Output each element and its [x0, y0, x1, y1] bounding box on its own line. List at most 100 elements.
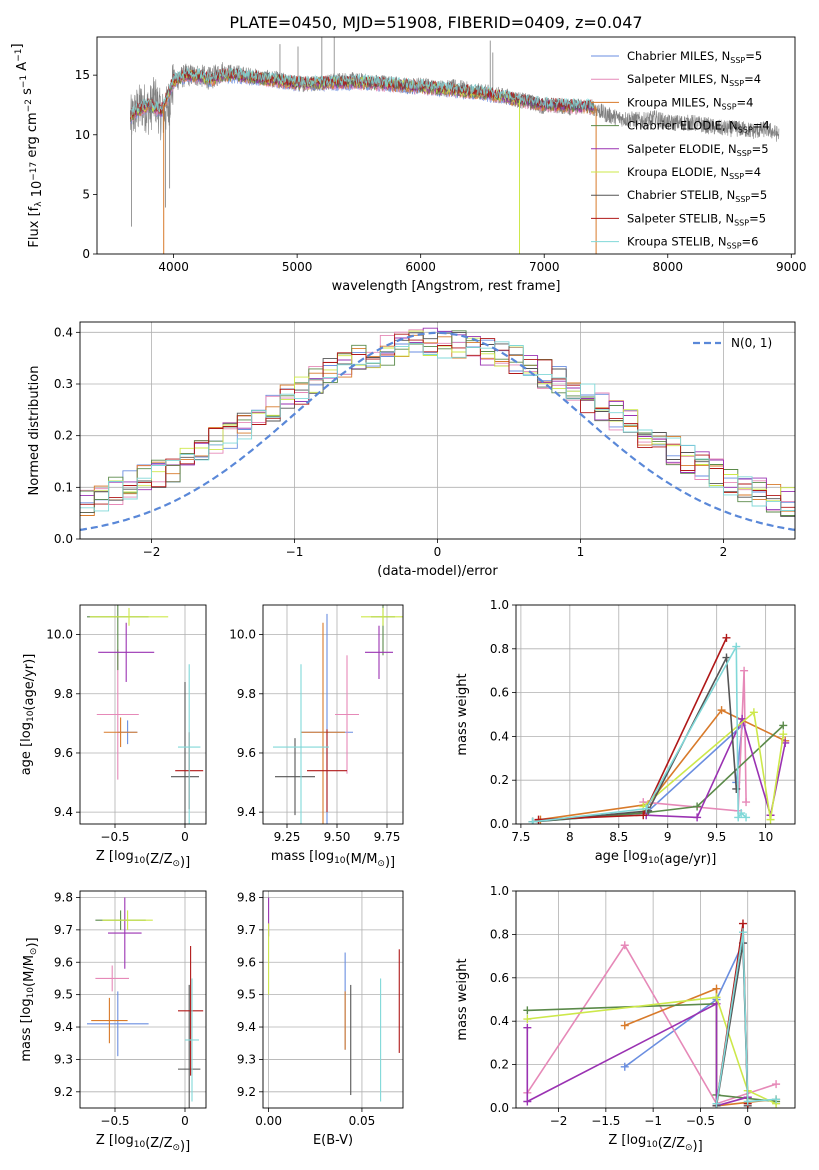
errorbar-point	[102, 910, 153, 930]
weight-marker	[766, 815, 775, 824]
y-tick-label: 0.6	[490, 971, 509, 985]
residual-histogram	[80, 332, 795, 517]
weight-marker	[693, 802, 702, 811]
x-tick-label: −2	[550, 1114, 568, 1128]
weight-marker	[620, 941, 629, 950]
errorbar-point	[171, 681, 199, 824]
weight-line	[526, 1002, 748, 1107]
errorbar-point	[108, 897, 142, 969]
x-tick-label: −0.5	[686, 1114, 715, 1128]
weight-series	[639, 708, 788, 824]
axis-label: mass weight	[455, 958, 470, 1040]
axis-label: mass weight	[455, 673, 470, 755]
weight-marker	[712, 984, 721, 993]
weight-marker	[749, 708, 758, 717]
y-tick-label: 0.4	[490, 1014, 509, 1028]
legend-entry: Salpeter ELODIE, NSSP=5	[627, 142, 769, 158]
axes-frame	[79, 890, 207, 1109]
x-tick-label: −1	[644, 1114, 662, 1128]
weight-marker	[523, 1015, 532, 1024]
weight-line	[540, 709, 786, 821]
legend-entry: Kroupa ELODIE, NSSP=4	[627, 165, 761, 181]
residual-histogram	[80, 333, 795, 508]
axis-label: age [log10(age/yr)]	[595, 849, 717, 867]
x-tick-label: 9.75	[374, 830, 401, 844]
weight-marker	[523, 1097, 532, 1106]
legend-entry: Salpeter STELIB, NSSP=5	[627, 211, 766, 227]
axis-label: mass [log10(M/M⊙)]	[271, 849, 395, 870]
axis-label: Z [log10(Z/Z⊙)]	[608, 1133, 702, 1154]
y-tick-label: 0.0	[490, 1101, 509, 1115]
weight-marker	[620, 1021, 629, 1030]
axes-frame	[96, 36, 796, 255]
y-tick-label: 9.7	[237, 923, 256, 937]
x-tick-label: 4000	[158, 260, 189, 274]
errorbar-point	[96, 649, 139, 780]
weight-marker	[712, 1099, 721, 1108]
y-tick-label: 0.8	[490, 927, 509, 941]
axis-label: Flux [fλ 10−17 erg cm−2 s−1 A−1]	[10, 43, 45, 247]
y-tick-label: 9.5	[54, 988, 73, 1002]
errorbar-point	[178, 984, 201, 1108]
x-tick-label: 9.25	[274, 830, 301, 844]
y-tick-label: 0.4	[54, 325, 73, 339]
errorbar-point	[273, 664, 329, 824]
weight-series	[528, 642, 751, 824]
errorbar-point	[307, 729, 347, 813]
weight-marker	[779, 730, 788, 739]
weight-marker	[740, 666, 749, 675]
y-tick-label: 9.4	[237, 805, 256, 819]
weight-marker	[523, 1006, 532, 1015]
model-spectrum	[130, 67, 594, 118]
x-tick-label: 0	[434, 545, 442, 559]
y-tick-label: 9.3	[237, 1052, 256, 1066]
legend-entry: Chabrier ELODIE, NSSP=4	[627, 119, 770, 135]
y-tick-label: 9.5	[237, 988, 256, 1002]
weight-marker	[743, 1097, 752, 1106]
x-tick-label: −0.5	[100, 830, 129, 844]
errorbar-point	[185, 978, 199, 1102]
plot-area	[130, 37, 780, 254]
weight-marker	[642, 804, 651, 813]
y-tick-label: 9.6	[54, 746, 73, 760]
axis-label: wavelength [Angstrom, rest frame]	[332, 279, 561, 294]
errorbar-point	[361, 607, 403, 626]
weight-marker	[779, 721, 788, 730]
panels: 4000 5000 6000 7000 8000 9000051015wavelength…	[10, 36, 807, 1154]
plot-area	[523, 919, 781, 1108]
weight-marker	[717, 706, 726, 715]
weight-line	[527, 1002, 777, 1103]
panel-z-age: −0.5 0 9.4 9.6 9.8 10.0 Z [log10(Z/Z⊙)] age [lo…	[19, 604, 207, 870]
x-tick-label: −1	[286, 545, 304, 559]
weight-marker	[737, 809, 746, 818]
y-tick-label: 9.3	[54, 1052, 73, 1066]
axis-label: mass [log10(M/M⊙)]	[19, 937, 40, 1061]
y-tick-label: 10.0	[46, 628, 73, 642]
weight-marker	[738, 928, 747, 937]
panel-z-weight: −2 −1.5 −1 −0.5 0 0.0 0.2 0.4 0.6 0.8 1.0 Z [log10(…	[455, 884, 796, 1154]
axis-label: Z [log10(Z/Z⊙)]	[96, 1133, 190, 1154]
weight-marker	[534, 815, 543, 824]
weight-marker	[732, 784, 741, 793]
errorbar-point	[178, 664, 201, 824]
y-tick-label: 0.4	[490, 729, 509, 743]
axes-frame	[79, 321, 796, 540]
y-tick-label: 9.8	[237, 687, 256, 701]
y-tick-label: 0.6	[490, 686, 509, 700]
residual-histogram	[80, 327, 795, 511]
weight-marker	[722, 653, 731, 662]
legend: Chabrier MILES, NSSP=5 Salpeter MILES, NS…	[591, 49, 770, 251]
y-tick-label: 0.0	[54, 532, 73, 546]
weight-series	[523, 993, 781, 1108]
weight-line	[642, 710, 785, 820]
weight-line	[646, 716, 786, 819]
plot-area	[87, 605, 204, 824]
weight-series	[528, 653, 741, 824]
errorbar-point	[95, 965, 129, 992]
weight-series	[534, 633, 731, 824]
legend-entry: Kroupa STELIB, NSSP=6	[627, 235, 758, 251]
weight-marker	[722, 633, 731, 642]
x-tick-label: 9	[664, 830, 672, 844]
weight-line	[532, 723, 744, 823]
